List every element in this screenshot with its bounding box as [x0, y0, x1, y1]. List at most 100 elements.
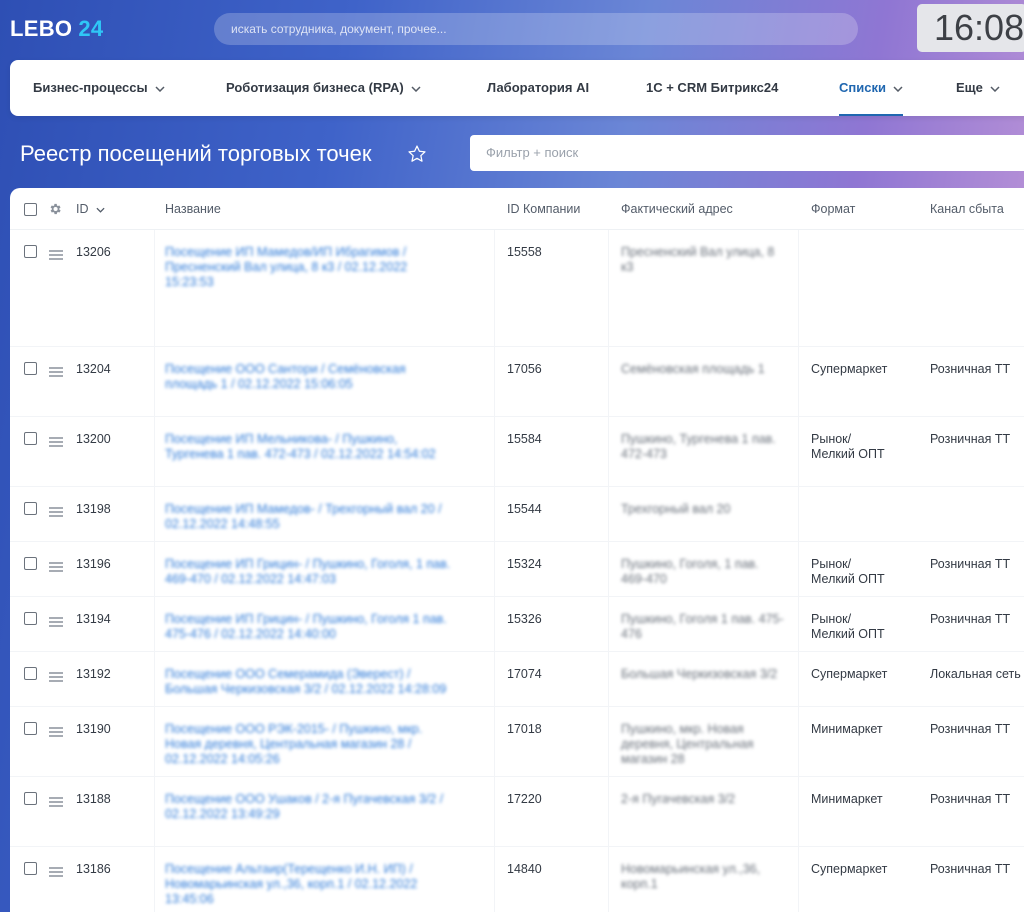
- row-checkbox[interactable]: [24, 557, 37, 570]
- table-panel: ID Название ID Компании Фактический адре…: [10, 188, 1024, 912]
- top-navigation: Бизнес-процессы Роботизация бизнеса (RPA…: [10, 60, 1024, 116]
- row-checkbox[interactable]: [24, 862, 37, 875]
- nav-item-label: Списки: [839, 80, 886, 95]
- row-format: Рынок/ Мелкий ОПТ: [811, 557, 885, 586]
- chevron-down-icon: [96, 202, 105, 216]
- row-checkbox[interactable]: [24, 502, 37, 515]
- nav-item-more[interactable]: Еще: [956, 60, 1000, 116]
- row-menu-icon[interactable]: [49, 247, 63, 265]
- row-menu-icon[interactable]: [49, 559, 63, 577]
- table-row[interactable]: 13204 Посещение ООО Сантори / Семёновская…: [10, 346, 1024, 416]
- column-header-address[interactable]: Фактический адрес: [621, 202, 733, 216]
- nav-item-ai-lab[interactable]: Лаборатория AI: [487, 60, 589, 116]
- row-name-link[interactable]: Посещение ИП Мельникова- / Пушкино, Тург…: [165, 432, 436, 461]
- row-id: 13206: [76, 245, 111, 259]
- column-divider: [798, 230, 799, 912]
- table-header: ID Название ID Компании Фактический адре…: [10, 188, 1024, 230]
- column-divider: [608, 230, 609, 912]
- row-address: Пресненский Вал улица, 8 к3: [621, 245, 775, 274]
- row-channel: Розничная ТТ: [930, 432, 1011, 446]
- filter-search-input[interactable]: Фильтр + поиск: [470, 135, 1024, 171]
- row-name-link[interactable]: Посещение ИП Мамедов- / Трехгорный вал 2…: [165, 502, 442, 531]
- row-checkbox[interactable]: [24, 432, 37, 445]
- chevron-down-icon: [411, 60, 421, 116]
- table-row[interactable]: 13200 Посещение ИП Мельникова- / Пушкино,…: [10, 416, 1024, 486]
- row-company-id: 17018: [507, 722, 542, 736]
- row-menu-icon[interactable]: [49, 724, 63, 742]
- row-checkbox[interactable]: [24, 245, 37, 258]
- row-address: Пушкино, Гоголя, 1 пав. 469-470: [621, 557, 759, 586]
- table-row[interactable]: 13190 Посещение ООО РЭК-2015- / Пушкино, …: [10, 706, 1024, 776]
- row-address: Пушкино, мкр. Новая деревня, Центральная…: [621, 722, 754, 766]
- row-menu-icon[interactable]: [49, 794, 63, 812]
- row-menu-icon[interactable]: [49, 669, 63, 687]
- table-row[interactable]: 13198 Посещение ИП Мамедов- / Трехгорный …: [10, 486, 1024, 541]
- row-id: 13198: [76, 502, 111, 516]
- row-address: Большая Черкизовская 3/2: [621, 667, 778, 681]
- row-company-id: 15544: [507, 502, 542, 516]
- nav-item-lists[interactable]: Списки: [839, 60, 903, 116]
- row-name-link[interactable]: Посещение ООО Семерамида (Эверест) / Бол…: [165, 667, 447, 696]
- column-header-company-id[interactable]: ID Компании: [507, 202, 581, 216]
- clock-widget[interactable]: 16:08: [917, 4, 1024, 52]
- row-channel: Розничная ТТ: [930, 612, 1011, 626]
- table-row[interactable]: 13196 Посещение ИП Грицин- / Пушкино, Гог…: [10, 541, 1024, 596]
- column-header-id[interactable]: ID: [76, 188, 105, 230]
- column-header-format[interactable]: Формат: [811, 202, 856, 216]
- row-checkbox[interactable]: [24, 362, 37, 375]
- row-channel: Локальная сеть: [930, 667, 1021, 681]
- row-checkbox[interactable]: [24, 792, 37, 805]
- table-row[interactable]: 13194 Посещение ИП Грицин- / Пушкино, Гог…: [10, 596, 1024, 651]
- table-row[interactable]: 13192 Посещение ООО Семерамида (Эверест) …: [10, 651, 1024, 706]
- row-name-link[interactable]: Посещение ИП Мамедов/ИП Ибрагимов / Прес…: [165, 245, 408, 289]
- table-row[interactable]: 13206 Посещение ИП Мамедов/ИП Ибрагимов /…: [10, 230, 1024, 346]
- row-checkbox[interactable]: [24, 667, 37, 680]
- app-logo[interactable]: LEBO 24: [10, 16, 103, 42]
- row-company-id: 15584: [507, 432, 542, 446]
- row-menu-icon[interactable]: [49, 864, 63, 882]
- row-company-id: 15558: [507, 245, 542, 259]
- table-row[interactable]: 13186 Посещение Альтаир(Терещенко И.Н. ИП…: [10, 846, 1024, 912]
- row-format: Минимаркет: [811, 722, 883, 736]
- row-format: Рынок/ Мелкий ОПТ: [811, 432, 885, 461]
- settings-gear-icon[interactable]: [48, 202, 62, 221]
- row-channel: Розничная ТТ: [930, 792, 1011, 806]
- table-row[interactable]: 13188 Посещение ООО Ушаков / 2-я Пугачевс…: [10, 776, 1024, 846]
- nav-item-label: Бизнес-процессы: [33, 80, 148, 95]
- global-search-input[interactable]: искать сотрудника, документ, прочее...: [214, 13, 858, 45]
- row-name-link[interactable]: Посещение ООО Сантори / Семёновская площ…: [165, 362, 406, 391]
- row-name-link[interactable]: Посещение ООО Ушаков / 2-я Пугачевская 3…: [165, 792, 444, 821]
- row-id: 13194: [76, 612, 111, 626]
- row-menu-icon[interactable]: [49, 614, 63, 632]
- row-id: 13190: [76, 722, 111, 736]
- row-name-link[interactable]: Посещение ООО РЭК-2015- / Пушкино, мкр. …: [165, 722, 423, 766]
- nav-item-label: Роботизация бизнеса (RPA): [226, 80, 404, 95]
- row-company-id: 15324: [507, 557, 542, 571]
- star-icon[interactable]: [407, 144, 427, 169]
- row-menu-icon[interactable]: [49, 434, 63, 452]
- row-company-id: 14840: [507, 862, 542, 876]
- row-channel: Розничная ТТ: [930, 862, 1011, 876]
- row-format: Минимаркет: [811, 792, 883, 806]
- nav-item-1c-crm[interactable]: 1С + CRM Битрикс24: [646, 60, 778, 116]
- row-id: 13204: [76, 362, 111, 376]
- nav-item-label: Еще: [956, 80, 983, 95]
- column-header-channel[interactable]: Канал сбыта: [930, 202, 1004, 216]
- row-address: Новомарьинская ул.,36, корп.1: [621, 862, 761, 891]
- select-all-checkbox[interactable]: [24, 203, 37, 216]
- row-id: 13186: [76, 862, 111, 876]
- row-address: Пушкино, Гоголя 1 пав. 475-476: [621, 612, 784, 641]
- nav-item-label: 1С + CRM Битрикс24: [646, 80, 779, 95]
- row-address: Пушкино, Тургенева 1 пав. 472-473: [621, 432, 776, 461]
- row-checkbox[interactable]: [24, 722, 37, 735]
- row-channel: Розничная ТТ: [930, 557, 1011, 571]
- row-name-link[interactable]: Посещение ИП Грицин- / Пушкино, Гоголя 1…: [165, 612, 447, 641]
- row-checkbox[interactable]: [24, 612, 37, 625]
- nav-item-rpa[interactable]: Роботизация бизнеса (RPA): [226, 60, 421, 116]
- row-menu-icon[interactable]: [49, 364, 63, 382]
- nav-item-business-processes[interactable]: Бизнес-процессы: [33, 60, 165, 116]
- row-name-link[interactable]: Посещение Альтаир(Терещенко И.Н. ИП) / Н…: [165, 862, 418, 906]
- row-menu-icon[interactable]: [49, 504, 63, 522]
- column-header-name[interactable]: Название: [165, 202, 221, 216]
- row-name-link[interactable]: Посещение ИП Грицин- / Пушкино, Гоголя, …: [165, 557, 451, 586]
